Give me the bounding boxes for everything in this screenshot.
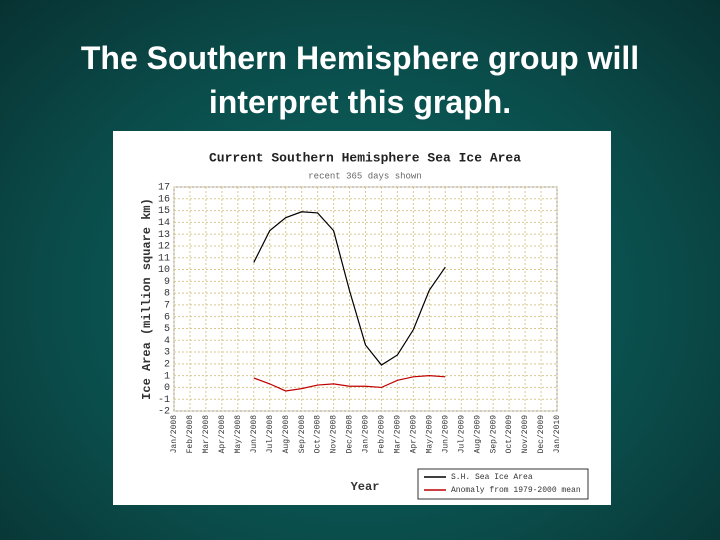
- y-tick-label: 1: [164, 371, 170, 382]
- y-tick-label: -2: [158, 407, 170, 418]
- x-tick-label: Apr/2008: [218, 415, 227, 454]
- x-tick-label: Jun/2008: [250, 415, 259, 454]
- x-tick-label: Jan/2008: [170, 415, 179, 454]
- y-tick-label: 3: [164, 348, 170, 359]
- x-tick-label: Mar/2008: [202, 415, 211, 454]
- x-tick-label: Nov/2009: [521, 415, 530, 454]
- y-tick-label: 0: [164, 383, 170, 394]
- legend: [417, 468, 589, 500]
- y-tick-label: 17: [158, 183, 170, 194]
- x-tick-label: Jul/2009: [457, 415, 466, 454]
- y-tick-label: 11: [158, 253, 170, 264]
- x-tick-label: Dec/2008: [346, 415, 355, 454]
- chart-panel: [113, 131, 611, 505]
- x-tick-label: May/2008: [234, 415, 243, 454]
- y-tick-label: 4: [164, 336, 170, 347]
- y-tick-label: 7: [164, 301, 170, 312]
- chart-title: Current Southern Hemisphere Sea Ice Area: [209, 150, 521, 165]
- y-tick-label: 9: [164, 277, 170, 288]
- chart-subtitle: recent 365 days shown: [308, 171, 421, 181]
- y-tick-label: 5: [164, 324, 170, 335]
- y-tick-label: -1: [158, 395, 170, 406]
- y-tick-label: 13: [158, 230, 170, 241]
- y-tick-label: 14: [158, 218, 170, 229]
- y-tick-label: 16: [158, 194, 170, 205]
- x-tick-label: Apr/2009: [409, 415, 418, 454]
- x-tick-label: May/2009: [425, 415, 434, 454]
- x-axis-label: Year: [351, 480, 380, 494]
- x-tick-label: Aug/2009: [473, 415, 482, 454]
- y-axis-label: Ice Area (million square km): [140, 198, 154, 400]
- data-line: [253, 211, 446, 366]
- y-tick-label: 2: [164, 359, 170, 370]
- x-tick-label: Oct/2008: [314, 415, 323, 454]
- x-tick-label: Feb/2008: [186, 415, 195, 454]
- y-tick-label: 8: [164, 289, 170, 300]
- y-tick-label: 15: [158, 206, 170, 217]
- y-tick-label: 12: [158, 242, 170, 253]
- x-tick-label: Jul/2008: [266, 415, 275, 454]
- legend-label: S.H. Sea Ice Area: [451, 473, 533, 482]
- data-line: [253, 375, 446, 392]
- x-tick-label: Jan/2010: [553, 415, 562, 454]
- x-tick-label: Oct/2009: [505, 415, 514, 454]
- x-tick-label: Aug/2008: [282, 415, 291, 454]
- x-tick-label: Jun/2009: [441, 415, 450, 454]
- y-tick-label: 10: [158, 265, 170, 276]
- x-tick-label: Jan/2009: [362, 415, 371, 454]
- x-tick-label: Nov/2008: [330, 415, 339, 454]
- x-tick-label: Dec/2009: [537, 415, 546, 454]
- x-tick-label: Feb/2009: [378, 415, 387, 454]
- y-tick-label: 6: [164, 312, 170, 323]
- x-tick-label: Sep/2009: [489, 415, 498, 454]
- slide-title: The Southern Hemisphere group will inter…: [80, 40, 640, 120]
- x-tick-label: Sep/2008: [298, 415, 307, 454]
- legend-label: Anomaly from 1979-2000 mean: [451, 486, 581, 495]
- x-tick-label: Mar/2009: [394, 415, 403, 454]
